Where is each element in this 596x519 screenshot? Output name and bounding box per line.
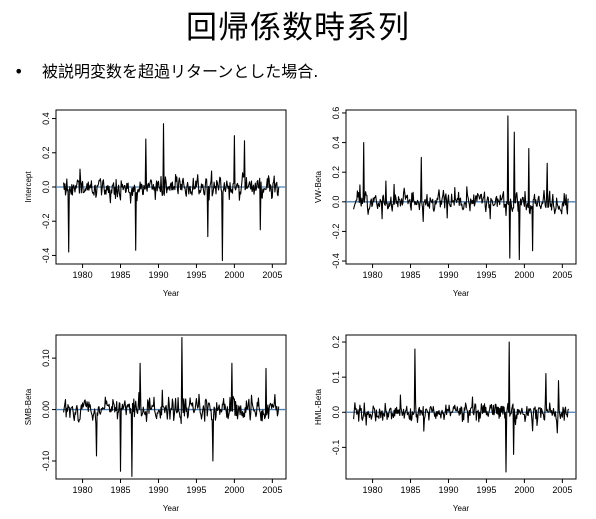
x-tick-label: 1985	[401, 485, 421, 495]
y-tick-label: -0.2	[41, 213, 51, 229]
series-line	[353, 341, 570, 473]
x-tick-label: 2005	[262, 270, 282, 280]
x-tick-label: 1980	[73, 270, 93, 280]
y-tick-label: 0.4	[41, 112, 51, 125]
plot-frame	[345, 109, 577, 265]
y-tick-label: 0.2	[331, 166, 341, 179]
y-tick-label: -0.2	[331, 224, 341, 240]
y-tick-label: -0.10	[41, 451, 51, 472]
y-tick-label: -0.4	[331, 253, 341, 269]
x-axis-label: Year	[453, 289, 470, 298]
y-axis-label: SMB-Beta	[24, 388, 33, 425]
series-line	[63, 337, 280, 477]
x-tick-label: 1990	[148, 485, 168, 495]
y-tick-label: 0.1	[331, 371, 341, 384]
chart-vw-beta: 1980 1985 1990 1995 2000 2005 -0.4 -0.2 0.0 0.2 0.…	[314, 107, 577, 298]
y-tick-label: 0.0	[41, 181, 51, 194]
y-tick-label: -0.4	[41, 248, 51, 264]
chart-intercept: 1980 1985 1990 1995 2000 2005 -0.4 -0.2 0.0 0.2 0.…	[24, 109, 287, 298]
y-tick-label: 0.6	[331, 107, 341, 120]
y-axis-label: VW-Beta	[314, 171, 323, 203]
x-tick-label: 2000	[224, 270, 244, 280]
y-tick-label: 0.10	[41, 349, 51, 367]
y-axis-label: HML-Beta	[314, 388, 323, 425]
bullet-text: 被説明変数を超過リターンとした場合.	[42, 62, 319, 81]
bullet-symbol: •	[14, 62, 24, 81]
y-tick-label: 0.2	[41, 147, 51, 160]
plot-frame	[345, 334, 577, 480]
series-line	[353, 115, 569, 261]
x-tick-label: 2000	[514, 270, 534, 280]
y-tick-label: 0.4	[331, 136, 341, 149]
x-tick-label: 1995	[186, 485, 206, 495]
plot-frame	[55, 334, 287, 480]
x-tick-label: 1995	[476, 270, 496, 280]
x-tick-label: 2005	[552, 270, 572, 280]
x-tick-label: 1980	[73, 485, 93, 495]
x-tick-label: 1980	[363, 270, 383, 280]
chart-hml-beta: 1980 1985 1990 1995 2000 2005 -0.1 0.0 0.1 0.2 Yea…	[314, 334, 577, 513]
y-tick-label: -0.1	[331, 440, 341, 456]
x-tick-label: 1990	[148, 270, 168, 280]
x-tick-label: 2005	[552, 485, 572, 495]
y-tick-label: 0.00	[41, 401, 51, 419]
series-line	[63, 123, 280, 262]
x-tick-label: 2000	[224, 485, 244, 495]
y-tick-label: 0.0	[331, 406, 341, 419]
bullet-line: • 被説明変数を超過リターンとした場合.	[14, 58, 318, 82]
slide-title: 回帰係数時系列	[186, 10, 410, 46]
chart-smb-beta: 1980 1985 1990 1995 2000 2005 -0.10 0.00 0.10 Yea…	[24, 334, 287, 513]
x-tick-label: 1985	[401, 270, 421, 280]
x-tick-label: 1990	[438, 270, 458, 280]
x-tick-label: 2000	[514, 485, 534, 495]
x-axis-label: Year	[163, 504, 180, 513]
y-tick-label: 0.0	[331, 196, 341, 209]
x-tick-label: 1990	[438, 485, 458, 495]
x-tick-label: 1985	[111, 485, 131, 495]
y-tick-label: 0.2	[331, 336, 341, 349]
x-axis-label: Year	[453, 504, 470, 513]
x-tick-label: 1995	[476, 485, 496, 495]
y-axis-label: Intercept	[24, 171, 33, 203]
x-tick-label: 1985	[111, 270, 131, 280]
x-tick-label: 1980	[363, 485, 383, 495]
x-axis-label: Year	[163, 289, 180, 298]
x-tick-label: 1995	[186, 270, 206, 280]
x-tick-label: 2005	[262, 485, 282, 495]
